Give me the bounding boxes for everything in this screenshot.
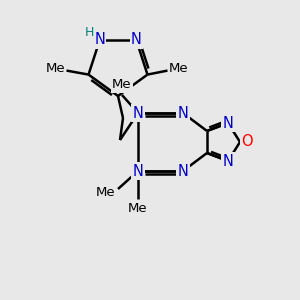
- Text: N: N: [223, 116, 233, 130]
- Text: N: N: [133, 164, 143, 178]
- Text: N: N: [94, 32, 105, 47]
- Text: Me: Me: [112, 79, 132, 92]
- Text: N: N: [133, 106, 143, 121]
- Text: N: N: [178, 106, 188, 121]
- Text: N: N: [131, 32, 142, 47]
- Text: Me: Me: [46, 62, 65, 75]
- Text: Me: Me: [96, 187, 116, 200]
- Text: N: N: [223, 154, 233, 169]
- Text: Me: Me: [169, 62, 188, 75]
- Text: N: N: [178, 164, 188, 178]
- Text: H: H: [85, 26, 94, 39]
- Text: O: O: [241, 134, 253, 149]
- Text: Me: Me: [128, 202, 148, 215]
